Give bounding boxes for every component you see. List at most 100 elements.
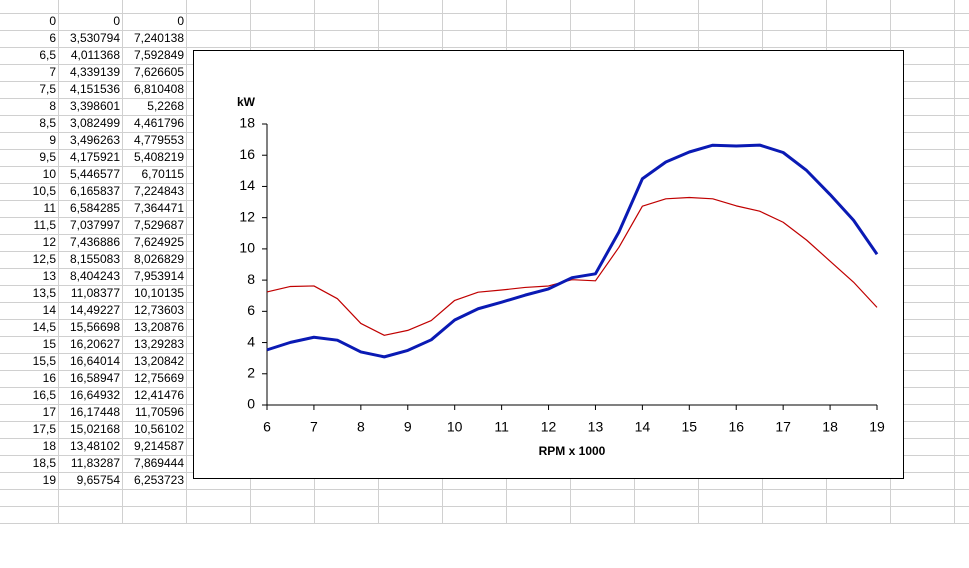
cell: 18 [43, 439, 57, 453]
cell: 8,5 [39, 116, 56, 130]
cell: 16,58947 [70, 371, 120, 385]
cell: 0 [177, 14, 184, 28]
cell: 6,70115 [142, 167, 185, 181]
cell: 10,56102 [134, 422, 184, 436]
cell: 6,810408 [134, 82, 184, 96]
cell: 9,5 [39, 150, 56, 164]
cell: 7,224843 [134, 184, 184, 198]
y-axis-title: kW [237, 95, 256, 109]
cell: 7,624925 [134, 235, 184, 249]
cell: 7,240138 [134, 31, 184, 45]
cell: 19 [43, 473, 57, 487]
cell: 5,2268 [147, 99, 184, 113]
cell: 13,29283 [134, 337, 184, 351]
y-tick-label: 2 [247, 364, 255, 380]
cell: 4,151536 [70, 82, 120, 96]
cell: 7,953914 [134, 269, 184, 283]
cell: 5,408219 [134, 150, 184, 164]
x-tick-label: 13 [588, 419, 604, 435]
cell: 15,5 [33, 354, 57, 368]
cell: 3,530794 [70, 31, 120, 45]
cell: 7,529687 [134, 218, 184, 232]
x-tick-label: 17 [775, 419, 791, 435]
cell: 11,70596 [135, 405, 184, 419]
cell: 7,869444 [134, 456, 184, 470]
cell: 13,5 [33, 286, 57, 300]
cell: 6,253723 [134, 473, 184, 487]
cell: 4,779553 [134, 133, 184, 147]
cell: 12,75669 [134, 371, 184, 385]
x-tick-label: 7 [310, 419, 318, 435]
cell: 15,02168 [70, 422, 120, 436]
cell: 9 [49, 133, 56, 147]
cell: 7,436886 [70, 235, 120, 249]
cell: 16,17448 [70, 405, 120, 419]
cell: 11 [44, 201, 57, 215]
cell: 16,64014 [70, 354, 120, 368]
cell: 8,404243 [70, 269, 120, 283]
cell: 6,584285 [70, 201, 120, 215]
y-tick-label: 8 [247, 271, 255, 287]
x-tick-label: 6 [263, 419, 271, 435]
x-tick-label: 18 [822, 419, 838, 435]
cell: 12 [43, 235, 57, 249]
cell: 14,5 [33, 320, 57, 334]
series-line [266, 196, 878, 336]
cell: 13 [43, 269, 57, 283]
cell: 8,026829 [134, 252, 184, 266]
cell: 6,165837 [70, 184, 120, 198]
cell: 13,20842 [134, 354, 184, 368]
cell: 17 [43, 405, 57, 419]
cell: 12,73603 [134, 303, 184, 317]
x-tick-label: 11 [494, 419, 509, 435]
x-tick-label: 14 [635, 419, 651, 435]
cell: 9,214587 [134, 439, 184, 453]
y-tick-label: 12 [239, 208, 255, 224]
cell: 11,08377 [71, 286, 120, 300]
y-tick-label: 6 [247, 302, 255, 318]
x-axis-title: RPM x 1000 [539, 444, 606, 458]
x-tick-label: 16 [728, 419, 744, 435]
cell: 4,011368 [71, 48, 120, 62]
x-tick-label: 19 [869, 419, 885, 435]
x-tick-label: 12 [541, 419, 557, 435]
cell: 0 [49, 14, 56, 28]
y-tick-label: 10 [239, 240, 255, 256]
y-tick-label: 18 [239, 115, 255, 131]
y-tick-label: 16 [239, 146, 255, 162]
cell: 4,461796 [134, 116, 184, 130]
cell: 7,364471 [134, 201, 184, 215]
cell: 15 [43, 337, 57, 351]
y-tick-label: 14 [239, 177, 255, 193]
cell: 10,10135 [134, 286, 184, 300]
cell: 10 [43, 167, 57, 181]
cell: 7,626605 [134, 65, 184, 79]
cell: 16 [43, 371, 57, 385]
cell: 17,5 [33, 422, 57, 436]
cell: 9,65754 [77, 473, 121, 487]
cell: 7,592849 [134, 48, 184, 62]
cell: 6,5 [39, 48, 56, 62]
cell: 7 [49, 65, 56, 79]
cell: 7,037997 [70, 218, 120, 232]
cell: 5,446577 [70, 167, 120, 181]
cell: 3,398601 [70, 99, 120, 113]
y-tick-label: 0 [247, 396, 255, 412]
cell: 14 [43, 303, 57, 317]
cell: 6 [49, 31, 56, 45]
cell: 16,64932 [70, 388, 120, 402]
cell: 0 [113, 14, 120, 28]
cell: 8 [49, 99, 56, 113]
x-tick-label: 10 [447, 419, 463, 435]
cell: 10,5 [33, 184, 57, 198]
cell: 12,41476 [134, 388, 184, 402]
x-tick-label: 15 [682, 419, 698, 435]
cell: 13,20876 [134, 320, 184, 334]
x-tick-label: 8 [357, 419, 365, 435]
cell: 7,5 [39, 82, 56, 96]
x-tick-label: 9 [404, 419, 412, 435]
cell: 13,48102 [70, 439, 120, 453]
cell: 14,49227 [70, 303, 120, 317]
cell: 3,496263 [70, 133, 120, 147]
